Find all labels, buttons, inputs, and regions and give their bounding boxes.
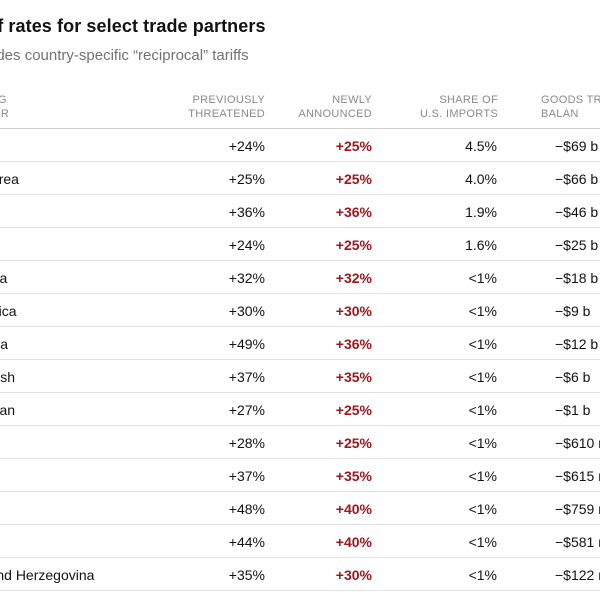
cell-goods-trade-balance: −$581 m [555,534,600,550]
header-divider [0,128,600,129]
header-share-of-imports: SHARE OF U.S. IMPORTS [420,93,498,121]
cell-newly-announced: +25% [335,138,372,154]
cell-share-of-imports: <1% [468,534,497,550]
cell-share-of-imports: <1% [468,402,497,418]
cell-newly-announced: +32% [335,270,372,286]
cell-newly-announced: +40% [335,534,372,550]
header-goods-line-1: GOODS TRA [541,94,600,106]
cell-newly-announced: +35% [335,369,372,385]
cell-previously-threatened: +27% [228,402,265,418]
cell-goods-trade-balance: −$610 m [555,435,600,451]
cell-previously-threatened: +30% [228,303,265,319]
cell-newly-announced: +36% [335,336,372,352]
cell-share-of-imports: <1% [468,336,497,352]
cell-previously-threatened: +37% [228,468,265,484]
cell-partner: gladesh [0,369,16,385]
cell-share-of-imports: <1% [468,303,497,319]
header-newly-line-2: ANNOUNCED [298,108,372,120]
cell-share-of-imports: 1.9% [465,204,497,220]
cell-share-of-imports: <1% [468,435,497,451]
cell-share-of-imports: <1% [468,468,497,484]
cell-goods-trade-balance: −$66 b [555,171,599,187]
cell-newly-announced: +30% [335,303,372,319]
header-previously-threatened: PREVIOUSLY THREATENED [188,93,265,121]
cell-previously-threatened: +24% [228,138,265,154]
cell-newly-announced: +25% [335,402,372,418]
table-row: sia +28% +25% <1% −$610 m [0,426,600,459]
cell-partner: th Korea [0,171,19,187]
cell-previously-threatened: +28% [228,435,265,451]
table-row: nmar +44% +40% <1% −$581 m [0,525,600,558]
cell-share-of-imports: 4.5% [465,138,497,154]
cell-previously-threatened: +32% [228,270,265,286]
header-newly-line-1: NEWLY [332,94,372,106]
cell-goods-trade-balance: −$9 b [555,303,591,319]
cell-partner: akhstan [0,402,16,418]
cell-goods-trade-balance: −$18 b [555,270,599,286]
cell-goods-trade-balance: −$122 m [555,567,600,583]
cell-goods-trade-balance: −$69 b [555,138,599,154]
table-header: DING TNER PREVIOUSLY THREATENED NEWLY AN… [0,93,600,129]
header-trading-partner: DING TNER [0,93,9,121]
table-row: onesia +32% +32% <1% −$18 b [0,261,600,294]
cell-goods-trade-balance: −$759 m [555,501,600,517]
cell-goods-trade-balance: −$25 b [555,237,599,253]
header-trading-partner-line-1: DING [0,94,7,106]
table-row: aysia +24% +25% 1.6% −$25 b [0,228,600,261]
cell-partner: nia and Herzegovina [0,567,95,583]
table-row: iland +36% +36% 1.9% −$46 b [0,195,600,228]
cell-share-of-imports: <1% [468,369,497,385]
header-goods-line-2: BALAN [541,108,579,120]
cell-newly-announced: +25% [335,435,372,451]
cell-partner: nbodia [0,336,9,352]
cell-share-of-imports: <1% [468,567,497,583]
cell-previously-threatened: +25% [228,171,265,187]
cell-newly-announced: +36% [335,204,372,220]
cell-share-of-imports: <1% [468,270,497,286]
header-trading-partner-line-2: TNER [0,108,10,120]
cell-goods-trade-balance: −$1 b [555,402,591,418]
table-row: gladesh +37% +35% <1% −$6 b [0,360,600,393]
table-row: nbodia +49% +36% <1% −$12 b [0,327,600,360]
cell-newly-announced: +40% [335,501,372,517]
cell-goods-trade-balance: −$6 b [555,369,591,385]
page-title: iff rates for select trade partners [0,16,266,36]
table-row: s +48% +40% <1% −$759 m [0,492,600,525]
header-goods-trade-balance: GOODS TRA BALAN [541,93,600,121]
header-share-line-1: SHARE OF [439,94,498,106]
page-subtitle: udes country-specific “reciprocal” tarif… [0,47,249,64]
header-previously-line-1: PREVIOUSLY [192,94,265,106]
cell-goods-trade-balance: −$46 b [555,204,599,220]
header-share-line-2: U.S. IMPORTS [420,108,498,120]
table-body: an +24% +25% 4.5% −$69 b th Korea +25% +… [0,129,600,591]
cell-newly-announced: +30% [335,567,372,583]
cell-previously-threatened: +44% [228,534,265,550]
table-row: th Africa +30% +30% <1% −$9 b [0,294,600,327]
cell-previously-threatened: +35% [228,567,265,583]
cell-previously-threatened: +49% [228,336,265,352]
table-row: th Korea +25% +25% 4.0% −$66 b [0,162,600,195]
header-previously-line-2: THREATENED [188,108,265,120]
cell-goods-trade-balance: −$12 b [555,336,599,352]
cell-newly-announced: +25% [335,237,372,253]
cell-partner: th Africa [0,303,17,319]
cell-share-of-imports: 4.0% [465,171,497,187]
cell-newly-announced: +35% [335,468,372,484]
table-row: akhstan +27% +25% <1% −$1 b [0,393,600,426]
cell-previously-threatened: +24% [228,237,265,253]
table-row: nia and Herzegovina +35% +30% <1% −$122 … [0,558,600,591]
cell-newly-announced: +25% [335,171,372,187]
cell-share-of-imports: 1.6% [465,237,497,253]
cell-partner: onesia [0,270,8,286]
cell-share-of-imports: <1% [468,501,497,517]
header-newly-announced: NEWLY ANNOUNCED [298,93,372,121]
table-row: an +24% +25% 4.5% −$69 b [0,129,600,162]
cell-previously-threatened: +36% [228,204,265,220]
cell-previously-threatened: +48% [228,501,265,517]
cell-goods-trade-balance: −$615 m [555,468,600,484]
cell-previously-threatened: +37% [228,369,265,385]
table-row: bia +37% +35% <1% −$615 m [0,459,600,492]
